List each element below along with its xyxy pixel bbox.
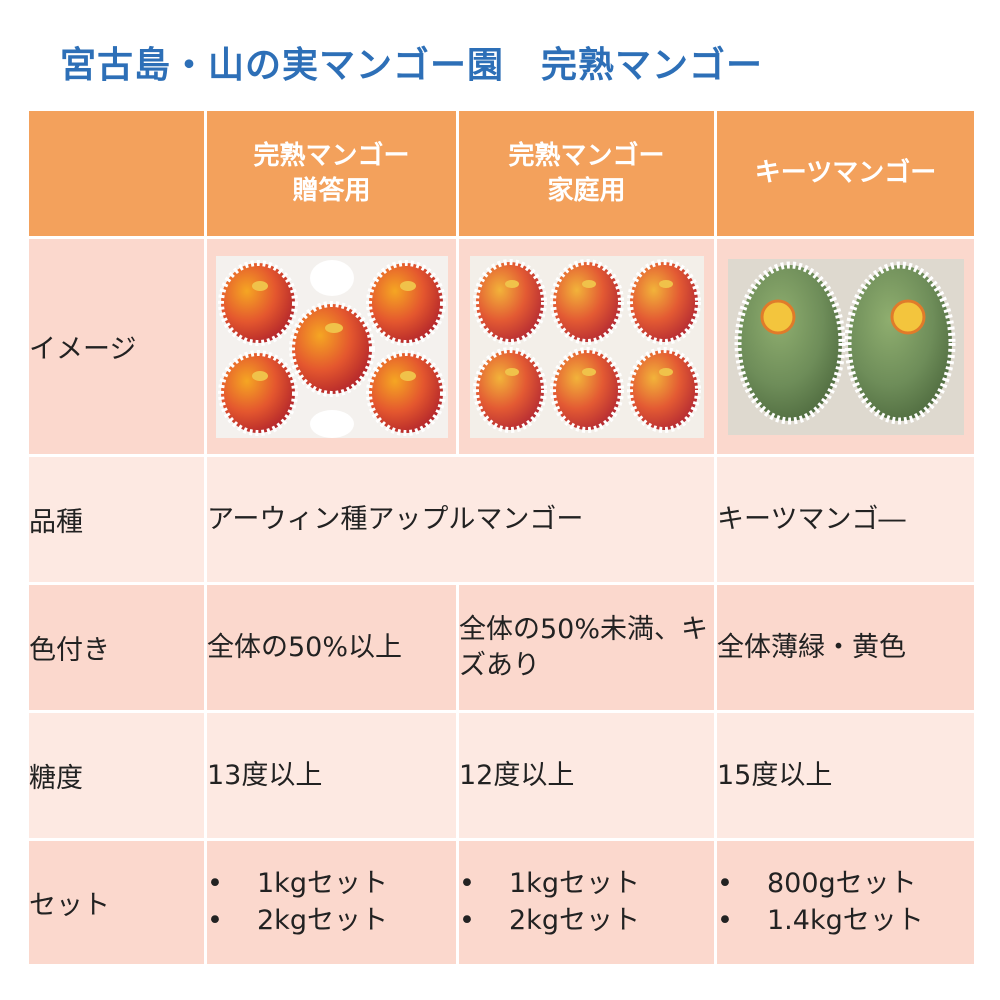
set-gift: • 1kgセット • 2kgセット [204, 838, 459, 967]
color-home: 全体の50%未満、キズあり [456, 582, 717, 713]
sugar-keitt: 15度以上 [714, 710, 977, 841]
list-item: • 2kgセット [459, 903, 714, 939]
label-sugar: 糖度 [26, 710, 207, 841]
header-gift-line1: 完熟マンゴー [253, 141, 410, 172]
bullet: • [717, 868, 733, 900]
bullet: • [459, 904, 475, 936]
variety-keitt: キーツマンゴ― [714, 454, 977, 585]
header-home-line1: 完熟マンゴー [508, 141, 665, 172]
label-variety: 品種 [26, 454, 207, 585]
row-variety: 品種 アーウィン種アップルマンゴー キーツマンゴ― [26, 454, 977, 585]
header-keitt-line1: キーツマンゴー [754, 158, 937, 189]
sugar-home: 12度以上 [456, 710, 717, 841]
color-gift: 全体の50%以上 [204, 582, 459, 713]
set-option: 1kgセット [509, 868, 640, 900]
set-option: 800gセット [767, 868, 917, 900]
row-set: セット • 1kgセット • 2kgセット • 1kgセット • 2kgセット • 800… [26, 838, 977, 967]
set-keitt-list: • 800gセット • 1.4kgセット [717, 866, 974, 939]
image-gift [204, 236, 459, 457]
list-item: • 800gセット [717, 866, 974, 902]
set-option: 2kgセット [509, 904, 640, 936]
set-home: • 1kgセット • 2kgセット [456, 838, 717, 967]
bullet: • [717, 904, 733, 936]
bullet: • [207, 868, 223, 900]
set-option: 2kgセット [257, 904, 388, 936]
image-keitt [714, 236, 977, 457]
keitt-mango-photo [727, 258, 964, 435]
list-item: • 1kgセット [207, 866, 456, 902]
row-sugar: 糖度 13度以上 12度以上 15度以上 [26, 710, 977, 841]
header-home: 完熟マンゴー 家庭用 [456, 108, 717, 239]
bullet: • [207, 904, 223, 936]
comparison-table: 完熟マンゴー 贈答用 完熟マンゴー 家庭用 キーツマンゴー イメージ [26, 108, 977, 967]
home-mango-photo [469, 255, 704, 438]
list-item: • 1kgセット [459, 866, 714, 902]
bullet: • [459, 868, 475, 900]
list-item: • 1.4kgセット [717, 903, 974, 939]
set-home-list: • 1kgセット • 2kgセット [459, 866, 714, 939]
label-image: イメージ [26, 236, 207, 457]
row-image: イメージ [26, 236, 977, 457]
set-option: 1kgセット [257, 868, 388, 900]
variety-apple: アーウィン種アップルマンゴー [204, 454, 717, 585]
label-set: セット [26, 838, 207, 967]
set-gift-list: • 1kgセット • 2kgセット [207, 866, 456, 939]
header-corner [26, 108, 207, 239]
header-home-line2: 家庭用 [547, 175, 626, 206]
sugar-gift: 13度以上 [204, 710, 459, 841]
row-color: 色付き 全体の50%以上 全体の50%未満、キズあり 全体薄緑・黄色 [26, 582, 977, 713]
list-item: • 2kgセット [207, 903, 456, 939]
gift-mango-photo [215, 255, 448, 438]
label-color: 色付き [26, 582, 207, 713]
set-keitt: • 800gセット • 1.4kgセット [714, 838, 977, 967]
header-gift: 完熟マンゴー 贈答用 [204, 108, 459, 239]
header-keitt: キーツマンゴー [714, 108, 977, 239]
page-title: 宮古島・山の実マンゴー園 完熟マンゴー [60, 45, 764, 86]
set-option: 1.4kgセット [767, 904, 924, 936]
header-gift-line2: 贈答用 [292, 175, 371, 206]
header-row: 完熟マンゴー 贈答用 完熟マンゴー 家庭用 キーツマンゴー [26, 108, 977, 239]
image-home [456, 236, 717, 457]
color-keitt: 全体薄緑・黄色 [714, 582, 977, 713]
